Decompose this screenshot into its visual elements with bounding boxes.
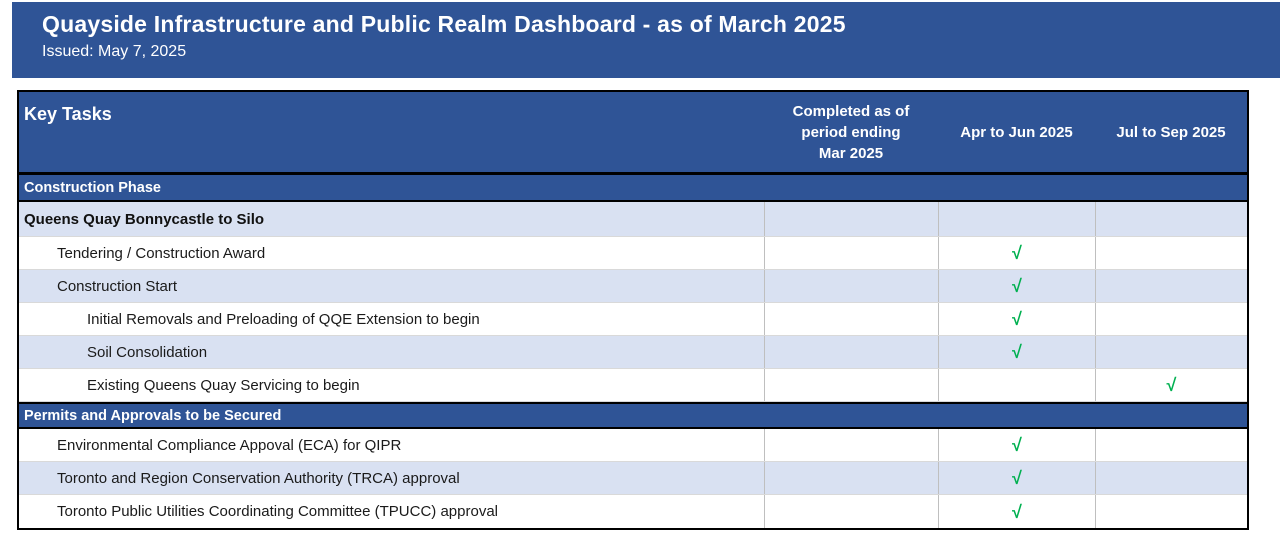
apr-jun-cell: √ — [938, 495, 1095, 528]
apr-jun-cell: √ — [938, 237, 1095, 269]
task-label: Tendering / Construction Award — [57, 244, 266, 262]
check-mark: √ — [1012, 468, 1022, 488]
check-mark: √ — [1012, 501, 1022, 522]
task-row-tpucc: Toronto Public Utilities Coordinating Co… — [19, 495, 1247, 528]
task-row-soil-consolidation: Soil Consolidation √ — [19, 336, 1247, 369]
task-label: Soil Consolidation — [87, 343, 208, 361]
apr-jun-cell: √ — [938, 462, 1095, 494]
completed-cell — [764, 237, 938, 269]
completed-cell — [764, 429, 938, 461]
task-row-construction-start: Construction Start √ — [19, 270, 1247, 303]
column-header-key-tasks: Key Tasks — [24, 104, 112, 124]
column-header-apr-jun: Apr to Jun 2025 — [938, 92, 1095, 172]
check-mark: √ — [1012, 309, 1022, 329]
check-mark: √ — [1012, 276, 1022, 296]
check-mark: √ — [1166, 375, 1177, 395]
check-mark: √ — [1012, 342, 1022, 362]
completed-cell — [764, 336, 938, 368]
jul-sep-cell: √ — [1095, 369, 1247, 401]
completed-cell — [764, 495, 938, 528]
completed-cell — [764, 202, 938, 236]
apr-jun-cell — [938, 369, 1095, 401]
apr-jun-cell: √ — [938, 303, 1095, 335]
task-row-trca: Toronto and Region Conservation Authorit… — [19, 462, 1247, 495]
apr-jun-cell: √ — [938, 270, 1095, 302]
check-mark: √ — [1012, 435, 1022, 455]
jul-sep-cell — [1095, 237, 1247, 269]
completed-cell — [764, 462, 938, 494]
task-row-tendering: Tendering / Construction Award √ — [19, 237, 1247, 270]
group-row-queens-quay: Queens Quay Bonnycastle to Silo — [19, 202, 1247, 237]
section-label: Construction Phase — [24, 179, 161, 196]
column-header-completed-line1: Completed as of — [792, 102, 910, 120]
completed-cell — [764, 369, 938, 401]
jul-sep-cell — [1095, 202, 1247, 236]
task-label: Initial Removals and Preloading of QQE E… — [87, 310, 480, 328]
section-row-permits: Permits and Approvals to be Secured — [19, 402, 1247, 429]
issued-date: Issued: May 7, 2025 — [42, 43, 187, 60]
task-label: Existing Queens Quay Servicing to begin — [87, 376, 360, 394]
column-header-completed: Completed as of period ending Mar 2025 — [764, 92, 938, 172]
completed-cell — [764, 270, 938, 302]
task-label: Environmental Compliance Appoval (ECA) f… — [57, 436, 402, 454]
column-header-apr-jun-label: Apr to Jun 2025 — [960, 123, 1073, 141]
task-row-eca: Environmental Compliance Appoval (ECA) f… — [19, 429, 1247, 462]
column-header-completed-line3: Mar 2025 — [818, 144, 884, 162]
task-row-existing-servicing: Existing Queens Quay Servicing to begin … — [19, 369, 1247, 402]
task-label: Queens Quay Bonnycastle to Silo — [24, 210, 265, 228]
jul-sep-cell — [1095, 429, 1247, 461]
jul-sep-cell — [1095, 336, 1247, 368]
completed-cell — [764, 303, 938, 335]
jul-sep-cell — [1095, 303, 1247, 335]
jul-sep-cell — [1095, 270, 1247, 302]
table-header-row: Key Tasks Completed as of period ending … — [19, 92, 1247, 175]
apr-jun-cell: √ — [938, 429, 1095, 461]
apr-jun-cell: √ — [938, 336, 1095, 368]
section-label: Permits and Approvals to be Secured — [24, 407, 282, 424]
check-mark: √ — [1012, 243, 1022, 263]
section-row-construction-phase: Construction Phase — [19, 175, 1247, 202]
column-header-completed-line2: period ending — [801, 123, 901, 141]
jul-sep-cell — [1095, 462, 1247, 494]
key-tasks-table: Key Tasks Completed as of period ending … — [17, 90, 1249, 530]
column-header-jul-sep: Jul to Sep 2025 — [1095, 92, 1247, 172]
jul-sep-cell — [1095, 495, 1247, 528]
apr-jun-cell — [938, 202, 1095, 236]
task-label: Toronto and Region Conservation Authorit… — [57, 469, 460, 487]
page-title: Quayside Infrastructure and Public Realm… — [42, 11, 846, 37]
task-label: Construction Start — [57, 277, 178, 295]
column-header-jul-sep-label: Jul to Sep 2025 — [1116, 123, 1226, 141]
task-label: Toronto Public Utilities Coordinating Co… — [57, 503, 498, 520]
task-row-initial-removals: Initial Removals and Preloading of QQE E… — [19, 303, 1247, 336]
dashboard-banner: Quayside Infrastructure and Public Realm… — [12, 2, 1280, 78]
